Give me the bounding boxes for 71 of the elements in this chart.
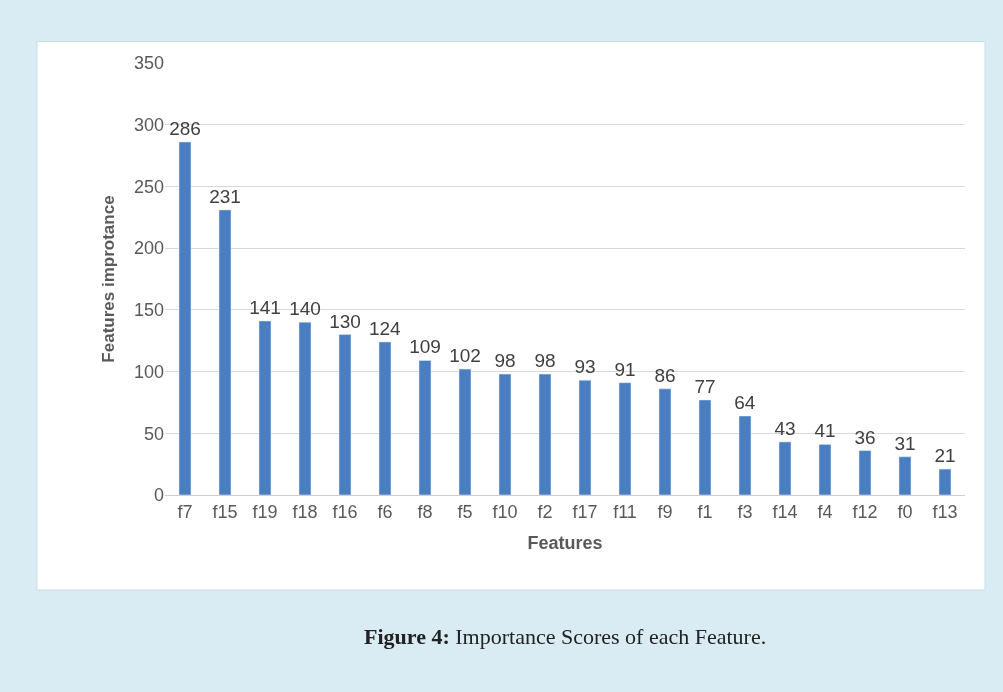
bar (378, 341, 392, 495)
x-tick-label: f13 (932, 501, 958, 522)
data-label: 98 (534, 350, 556, 372)
x-tick-label: f0 (897, 501, 913, 522)
data-label: 86 (654, 364, 676, 386)
bar (698, 399, 712, 495)
bar (418, 360, 432, 495)
bar (738, 415, 752, 495)
bar (458, 368, 472, 495)
bar (178, 141, 192, 495)
bar (218, 209, 232, 495)
x-tick-label: f1 (697, 501, 713, 522)
x-tick-label: f5 (457, 501, 473, 522)
x-tick-label: f17 (572, 501, 598, 522)
x-tick-label: f3 (737, 501, 753, 522)
y-axis-title: Features improtance (98, 195, 118, 363)
data-label: 141 (249, 296, 281, 318)
x-tick-label: f9 (657, 501, 673, 522)
data-label: 102 (449, 345, 481, 367)
data-label: 124 (368, 317, 402, 339)
y-tick-label: 200 (133, 238, 164, 259)
bar (818, 444, 832, 495)
x-tick-label: f12 (852, 501, 878, 522)
x-tick-label: f10 (492, 501, 518, 522)
bar (578, 379, 592, 495)
bar (898, 456, 912, 495)
data-label: 109 (409, 336, 441, 358)
x-tick-label: f4 (817, 501, 833, 522)
bar (618, 382, 632, 495)
x-tick-label: f7 (177, 501, 193, 522)
y-tick-label: 350 (133, 53, 164, 74)
data-label: 64 (734, 392, 756, 414)
y-tick-label: 250 (133, 176, 164, 197)
data-label: 91 (614, 358, 636, 380)
bar (858, 450, 872, 495)
data-label: 21 (934, 445, 956, 467)
x-tick-label: f15 (212, 501, 238, 522)
bar (338, 334, 352, 495)
bar (258, 320, 272, 495)
bar (498, 373, 512, 495)
bar (658, 388, 672, 495)
bar (298, 321, 312, 495)
data-label: 140 (289, 298, 321, 320)
x-tick-label: f14 (772, 501, 798, 522)
x-tick-label: f16 (332, 501, 358, 522)
caption: Figure 4: Importance Scores of each Feature. (364, 624, 767, 649)
x-tick-label: f11 (613, 501, 637, 522)
data-label: 43 (774, 417, 796, 439)
bar (538, 373, 552, 495)
data-label: 36 (854, 426, 876, 448)
data-label: 286 (169, 117, 201, 139)
y-tick-label: 100 (133, 361, 164, 382)
x-axis-title: Features (527, 532, 603, 553)
x-tick-label: f19 (252, 501, 278, 522)
data-label: 98 (494, 350, 516, 372)
data-label: 231 (209, 185, 241, 207)
data-label: 77 (694, 375, 716, 397)
x-tick-label: f18 (292, 501, 318, 522)
data-label: 41 (814, 420, 836, 442)
x-tick-label: f6 (377, 501, 393, 522)
x-tick-label: f2 (537, 501, 553, 522)
data-label: 31 (894, 432, 916, 454)
data-label: 93 (574, 356, 596, 378)
y-tick-label: 0 (153, 485, 164, 506)
bar (778, 441, 792, 495)
data-label: 130 (329, 310, 361, 332)
y-tick-label: 50 (143, 423, 164, 444)
x-tick-label: f8 (417, 501, 433, 522)
y-tick-label: 150 (133, 300, 164, 321)
y-tick-label: 300 (133, 115, 164, 136)
bar (938, 468, 952, 495)
